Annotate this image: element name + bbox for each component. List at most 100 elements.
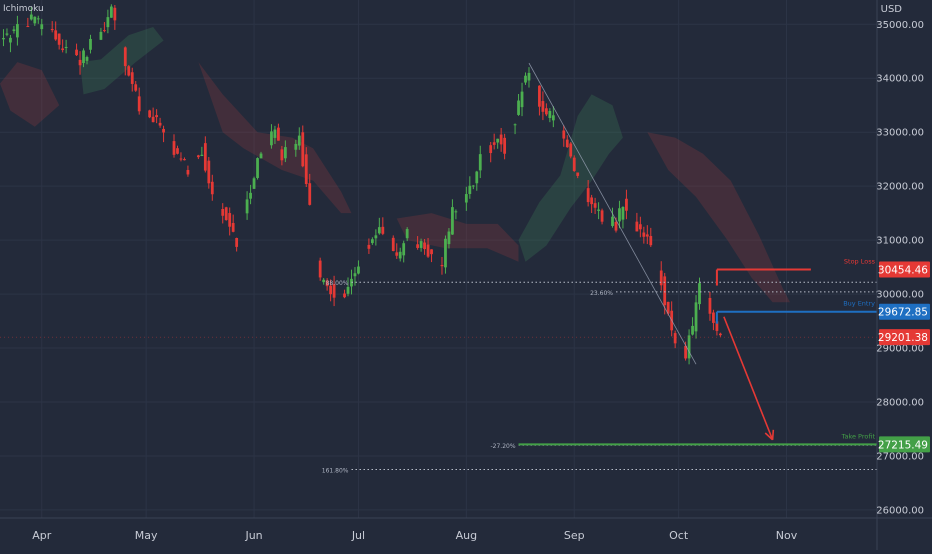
time-tick-label: Jun (244, 529, 262, 542)
candle-up (405, 229, 409, 239)
candle-down (638, 224, 642, 230)
candle-down (576, 172, 580, 176)
candle-up (611, 216, 614, 226)
stop-loss-label: Stop Loss (844, 258, 876, 266)
candle-up (89, 38, 92, 50)
take-profit-tag-label: 27215.49 (878, 439, 928, 451)
candle-up (694, 302, 698, 332)
projection-arrow[interactable] (723, 316, 774, 441)
candle-up (377, 227, 381, 234)
candle-up (374, 235, 378, 239)
candle-down (569, 143, 573, 157)
candle-down (538, 85, 541, 107)
candle-down (235, 238, 239, 247)
candle-up (520, 91, 524, 108)
candle-down (207, 160, 211, 184)
price-tick-label: 30000.00 (876, 290, 924, 301)
candle-down (75, 49, 78, 56)
time-tick-label: Sep (564, 529, 585, 542)
candle-down (221, 208, 225, 216)
candle-up (524, 75, 527, 83)
candle-down (600, 210, 604, 222)
candle-down (78, 59, 82, 66)
candle-up (99, 31, 103, 40)
candle-down (343, 293, 346, 298)
candle-down (277, 127, 280, 141)
candle-down (196, 155, 200, 158)
candle-down (26, 26, 30, 28)
candle-down (54, 30, 58, 40)
candle-down (593, 203, 597, 208)
candle-up (454, 211, 458, 213)
candle-up (496, 138, 500, 143)
fib-swing-line[interactable] (528, 62, 697, 365)
fib-level-label: -27.20% (490, 443, 515, 450)
price-tick-label: 26000.00 (876, 505, 924, 516)
candle-up (106, 17, 110, 28)
buy-entry-label: Buy Entry (843, 300, 875, 308)
price-tick-label: 32000.00 (876, 182, 924, 193)
candle-down (440, 264, 444, 267)
candle-down (715, 321, 719, 331)
fib-level-label: 88.00% (326, 280, 349, 287)
candle-down (123, 47, 127, 67)
candle-up (259, 153, 263, 159)
candle-up (252, 178, 256, 189)
candle-down (224, 207, 228, 221)
indicator-label[interactable]: Ichimoku (3, 4, 44, 14)
candle-down (210, 181, 214, 195)
candle-down (492, 142, 496, 145)
candle-down (712, 312, 715, 323)
candle-down (103, 30, 106, 32)
candle-up (245, 199, 249, 214)
candle-down (489, 145, 493, 154)
kumo-cloud-bearish (396, 213, 519, 262)
candle-up (471, 185, 475, 187)
candle-up (527, 72, 531, 81)
candle-up (256, 158, 259, 178)
time-tick-label: Oct (669, 529, 689, 542)
candle-down (649, 236, 653, 246)
candle-up (294, 143, 298, 150)
candle-up (322, 279, 326, 283)
current-price-tag (879, 329, 930, 346)
candle-up (40, 24, 44, 30)
time-tick-label: May (135, 529, 158, 542)
time-tick-label: Aug (456, 529, 477, 542)
candle-up (691, 325, 694, 335)
candle-up (468, 185, 472, 194)
candle-up (419, 241, 423, 248)
candle-up (513, 124, 517, 126)
time-tick-label: Jul (351, 529, 365, 542)
current-price-tag-label: 29201.38 (878, 332, 928, 344)
candle-down (708, 297, 712, 314)
candle-down (673, 333, 677, 344)
candle-down (151, 116, 155, 123)
candle-up (621, 206, 625, 220)
candle-down (186, 169, 190, 175)
take-profit-tag (879, 436, 930, 453)
buy-entry-tag-label: 29672.85 (878, 307, 928, 319)
take-profit-label: Take Profit (841, 432, 876, 440)
candle-down (635, 221, 639, 232)
candle-down (659, 270, 663, 286)
stop-loss-tag-label: 30454.46 (878, 265, 928, 277)
candle-down (57, 33, 61, 45)
candle-down (183, 159, 186, 161)
candle-up (12, 29, 16, 32)
candle-down (179, 158, 183, 160)
candle-up (402, 243, 406, 256)
kumo-cloud-bullish (80, 27, 164, 95)
currency-label: USD (880, 4, 902, 15)
candle-down (228, 213, 232, 227)
candle-down (572, 157, 576, 171)
candle-up (698, 283, 701, 305)
candle-down (663, 276, 667, 306)
candle-down (176, 148, 179, 154)
candle-up (64, 46, 68, 48)
stop-loss-tag (879, 261, 930, 278)
time-tick-label: Apr (32, 529, 52, 542)
candle-down (280, 149, 284, 161)
